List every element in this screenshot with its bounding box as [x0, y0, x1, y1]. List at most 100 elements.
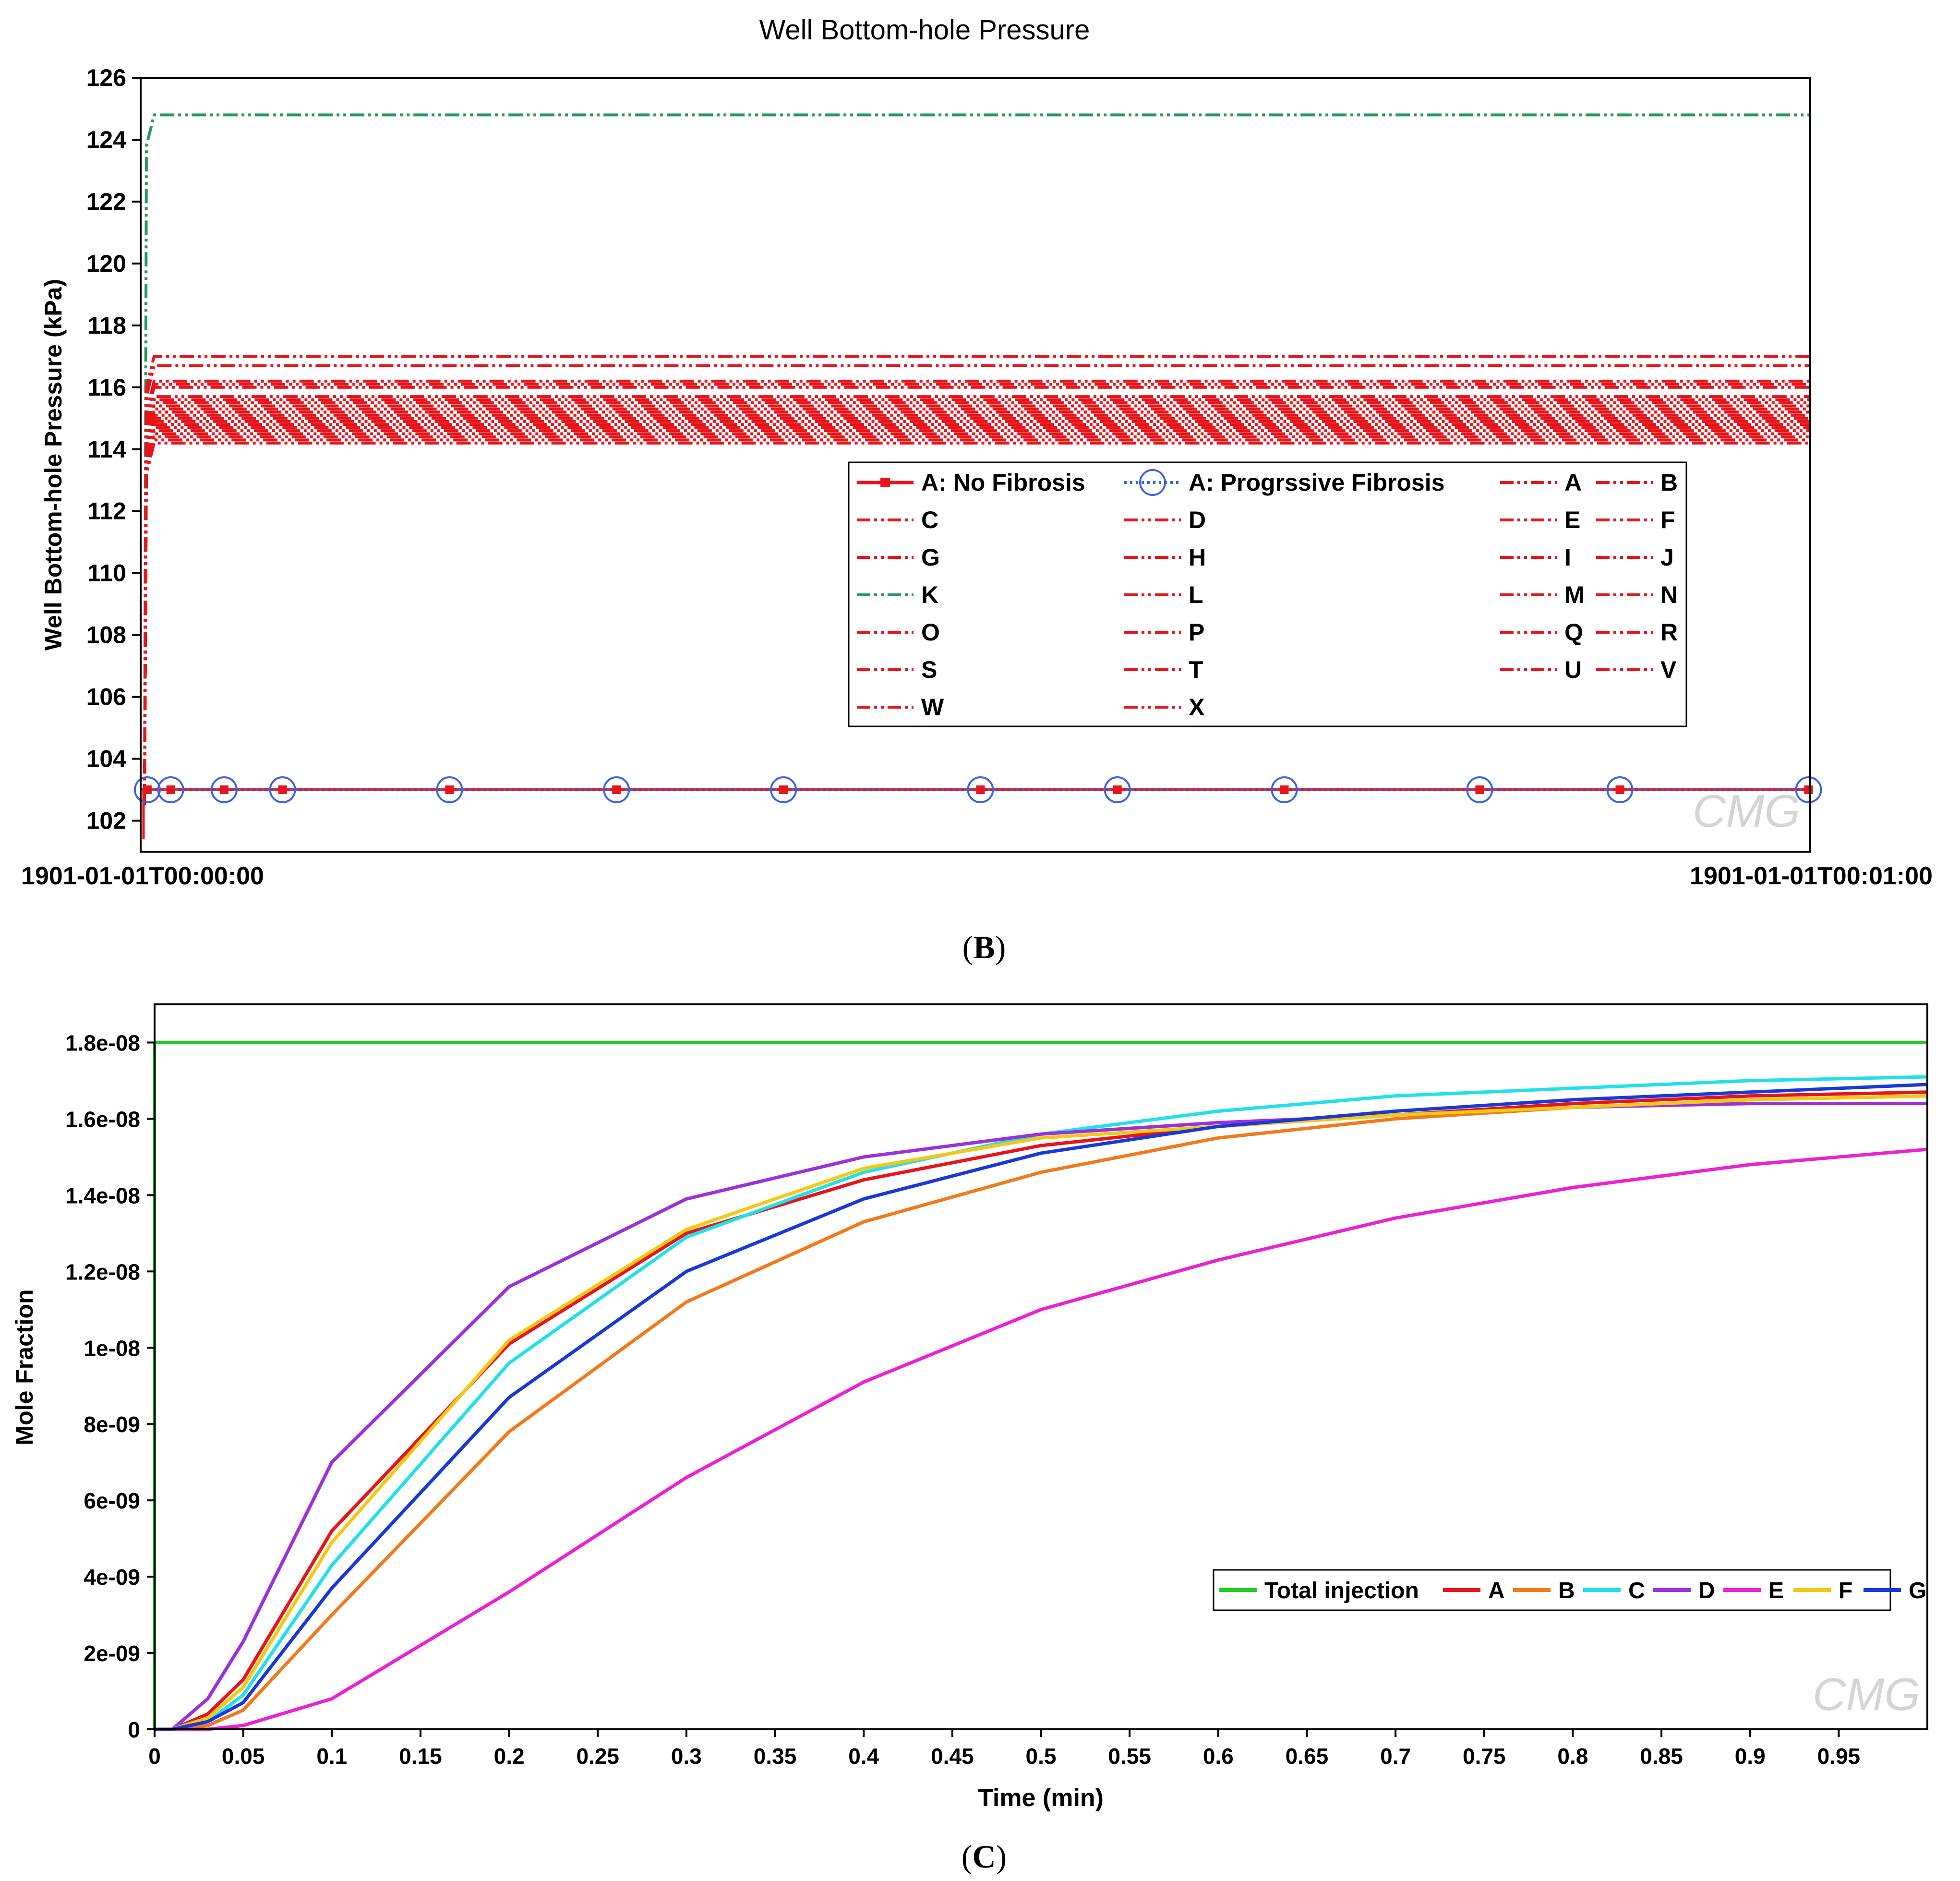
legend-item-n: N	[1596, 581, 1678, 608]
legend-label: F	[1660, 506, 1675, 533]
legend-label: L	[1189, 581, 1203, 608]
legend-item-g: G	[1864, 1578, 1926, 1604]
x-tick-label: 0.45	[931, 1744, 974, 1769]
legend-item-e: E	[1723, 1578, 1784, 1604]
legend-label: X	[1189, 694, 1204, 721]
y-tick-label: 102	[86, 808, 126, 834]
x-tick-label: 0	[148, 1744, 161, 1769]
legend-label: H	[1189, 544, 1206, 571]
x-tick-label: 0.6	[1203, 1744, 1234, 1769]
y-tick-label: 110	[87, 560, 126, 587]
legend-label: E	[1564, 506, 1580, 533]
legend-label: G	[1909, 1578, 1926, 1604]
legend-marker	[880, 478, 890, 487]
pressure-chart: Well Bottom-hole Pressure 102 104 106 108 11…	[21, 14, 1933, 890]
legend-label: A: Progrssive Fibrosis	[1189, 469, 1445, 496]
series-marker-square	[278, 785, 287, 795]
series-marker-square	[1804, 785, 1813, 795]
panel-label-c-letter: C	[972, 1838, 996, 1875]
y-tick-label: 104	[86, 746, 127, 772]
series-line-b	[155, 1094, 1928, 1731]
series-marker-square	[612, 785, 621, 795]
legend-item-w: W	[857, 694, 944, 721]
series-marker-circle	[967, 776, 994, 804]
y-axis: 102 104 106 108 110 112 114 116 118 120 122 124 126	[86, 64, 141, 834]
legend-label: E	[1768, 1578, 1784, 1604]
series-marker-circle	[133, 776, 161, 804]
y-tick-label: 120	[86, 250, 126, 277]
y-tick-label: 108	[86, 622, 126, 649]
legend-item-j: J	[1596, 544, 1674, 571]
x-tick-label: 0.75	[1463, 1744, 1506, 1769]
x-tick-label: 0.9	[1735, 1744, 1766, 1769]
series-lines	[153, 1041, 1928, 1731]
legend-label: N	[1660, 581, 1678, 608]
legend-item-o: O	[857, 619, 940, 646]
series-marker-square	[976, 785, 985, 795]
y-tick-label: 1.2e-08	[65, 1259, 140, 1284]
watermark: CMG	[1693, 785, 1800, 837]
legend: A: No Fibrosis A: Progrssive Fibrosis A B C D…	[848, 461, 1687, 727]
legend-item-m: M	[1500, 581, 1585, 608]
legend-item-f: F	[1596, 506, 1675, 533]
panel-label-c: (C)	[962, 1838, 1007, 1875]
y-tick-label: 114	[87, 436, 126, 463]
y-tick-label: 1.8e-08	[65, 1030, 140, 1055]
series-marker-circle	[436, 776, 463, 804]
legend-item-h: H	[1124, 544, 1206, 571]
legend-item-t: T	[1124, 656, 1203, 683]
y-tick-label: 1.6e-08	[65, 1107, 140, 1132]
x-tick-label: 0.05	[222, 1744, 265, 1769]
y-tick-label: 8e-09	[84, 1412, 140, 1437]
x-tick-label: 0.95	[1817, 1744, 1861, 1769]
legend-label: U	[1564, 656, 1582, 683]
legend-item-r: R	[1596, 619, 1678, 646]
legend-item-e: E	[1500, 506, 1580, 533]
legend-label: P	[1189, 619, 1204, 646]
legend-item-b: B	[1513, 1578, 1575, 1604]
legend-label: D	[1189, 506, 1206, 533]
legend-label: D	[1698, 1578, 1715, 1604]
legend-label: B	[1660, 469, 1678, 496]
x-tick-label: 0.8	[1557, 1744, 1588, 1769]
legend-label: T	[1189, 656, 1203, 683]
legend-label: A	[1564, 469, 1582, 496]
series-marker-square	[143, 785, 152, 795]
legend-item-d: D	[1653, 1578, 1715, 1604]
watermark: CMG	[1813, 1669, 1920, 1720]
series-marker-circle	[770, 776, 797, 804]
x-tick-label: 0.1	[316, 1744, 347, 1769]
x-axis-label: Time (min)	[978, 1784, 1104, 1812]
legend-item-c: C	[1583, 1578, 1645, 1604]
x-axis: 0 0.05 0.1 0.15 0.2 0.25 0.3 0.35 0.4 0.45 0.5 0.55…	[148, 1729, 1860, 1769]
series-marker-circle	[603, 776, 630, 804]
legend-label: W	[921, 694, 944, 721]
plot-frame	[140, 77, 1811, 853]
series-line-v	[143, 395, 1810, 806]
series-marker-square	[1113, 785, 1122, 795]
legend-label: C	[921, 506, 938, 533]
legend-item-p: P	[1124, 619, 1204, 646]
legend-label: V	[1660, 656, 1677, 683]
x-tick-label-end: 1901-01-01T00:01:00	[1690, 862, 1933, 890]
panel-label-b-letter: B	[973, 929, 995, 965]
x-tick-label: 0.55	[1108, 1744, 1151, 1769]
legend-label: C	[1628, 1578, 1645, 1604]
series-line-d	[155, 1102, 1927, 1731]
series-line-x	[143, 383, 1810, 806]
y-tick-label: 116	[87, 374, 126, 401]
plot-frame	[154, 1003, 1928, 1730]
series-marker-circle	[210, 776, 238, 804]
legend-item-i: I	[1500, 544, 1571, 571]
legend-label: J	[1660, 544, 1674, 571]
legend-label: Total injection	[1264, 1578, 1419, 1604]
legend-item-a: A	[1443, 1578, 1505, 1604]
legend-item-v: V	[1596, 656, 1677, 683]
legend-item-a: A	[1500, 469, 1582, 496]
legend-item-a-progrssive-fibrosis: A: Progrssive Fibrosis	[1124, 469, 1445, 496]
series-marker-circle	[1795, 776, 1822, 804]
legend: Total injection A B C D E F G	[1213, 1569, 1926, 1611]
x-tick-label: 0.5	[1026, 1744, 1057, 1769]
legend-label: S	[921, 656, 937, 683]
